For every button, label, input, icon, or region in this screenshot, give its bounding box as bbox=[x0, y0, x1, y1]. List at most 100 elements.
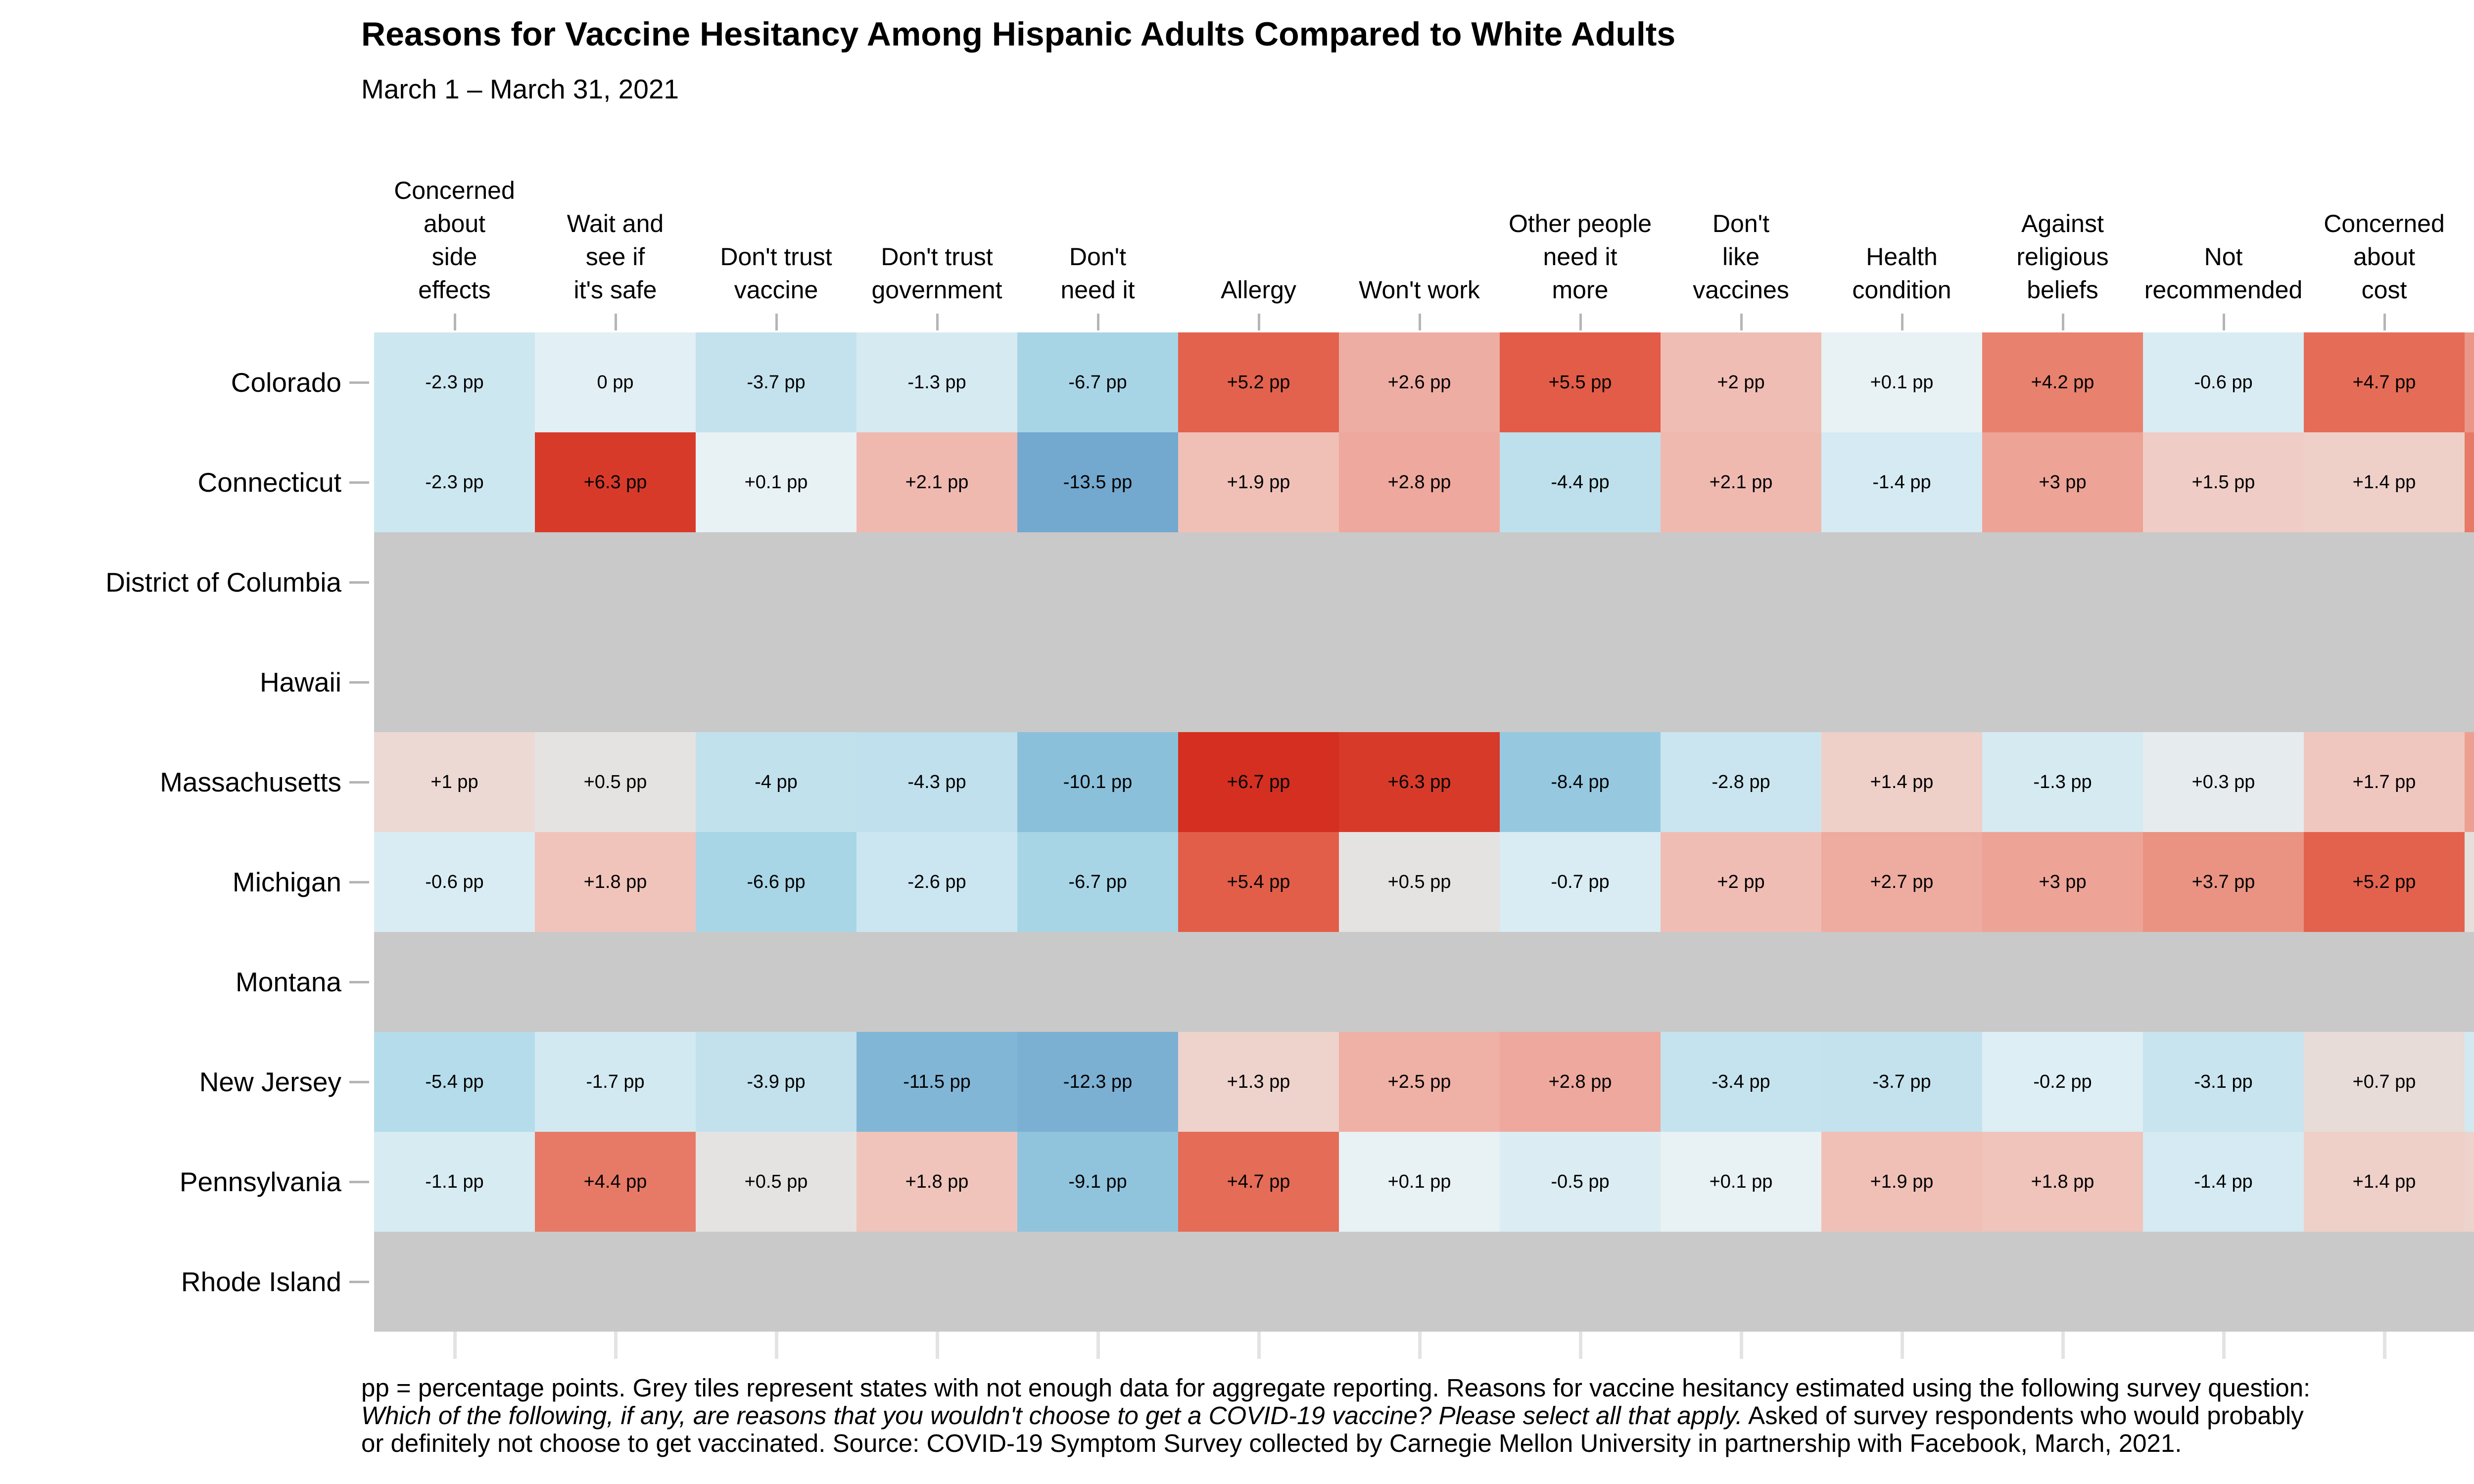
column-header: Won't work bbox=[1339, 139, 1500, 307]
heatmap-cell: +2 pp bbox=[1661, 832, 1821, 932]
column-header-line: effects bbox=[418, 276, 491, 304]
column-header: Concerned about side effects bbox=[374, 139, 535, 307]
footnote-line-3: or definitely not choose to get vaccinat… bbox=[361, 1429, 2182, 1457]
heatmap-cell: -4.3 pp bbox=[856, 732, 1017, 832]
column-header-line: recommended bbox=[2144, 276, 2303, 304]
column-header: Don't like vaccines bbox=[1661, 139, 1821, 307]
left-axis-tick bbox=[349, 781, 369, 784]
heatmap-cell: -1.4 pp bbox=[1821, 432, 1982, 532]
no-data-row bbox=[374, 1232, 2474, 1332]
heatmap-cell: +1.4 pp bbox=[2304, 1132, 2465, 1232]
heatmap-cell: +3 pp bbox=[1982, 832, 2143, 932]
column-header-line: cost bbox=[2361, 276, 2407, 304]
no-data-row bbox=[374, 632, 2474, 732]
heatmap-row: +1 pp +0.5 pp -4 pp -4.3 pp -10.1 pp +6.7 pp +… bbox=[374, 732, 2474, 832]
heatmap-cell: +0.6 pp bbox=[2465, 832, 2474, 932]
column-header-line: Not bbox=[2204, 243, 2243, 271]
bottom-gridline-stub bbox=[1096, 1332, 1100, 1359]
column-header-line: it's safe bbox=[573, 276, 657, 304]
bottom-gridline-stub bbox=[453, 1332, 457, 1359]
top-axis-tick bbox=[2061, 314, 2064, 330]
heatmap-cell: +2.7 pp bbox=[1821, 832, 1982, 932]
heatmap-cell: -6.6 pp bbox=[696, 832, 856, 932]
column-header-line: about bbox=[423, 210, 486, 237]
row-label: Michigan bbox=[232, 866, 341, 897]
heatmap-cell: +6.3 pp bbox=[535, 432, 696, 532]
bottom-gridline-stub bbox=[1900, 1332, 1904, 1359]
column-header-line: like bbox=[1722, 243, 1760, 271]
heatmap-cell: +5.5 pp bbox=[1500, 332, 1661, 432]
column-header-line: condition bbox=[1852, 276, 1951, 304]
heatmap-cell: +4.7 pp bbox=[1178, 1132, 1339, 1232]
bottom-gridline-stub bbox=[2061, 1332, 2065, 1359]
heatmap-row bbox=[374, 1232, 2474, 1332]
heatmap-cell: -0.2 pp bbox=[1982, 1032, 2143, 1132]
heatmap-cell: -2.6 pp bbox=[856, 832, 1017, 932]
left-axis-tick bbox=[349, 381, 369, 384]
heatmap-cell: +0.3 pp bbox=[2143, 732, 2304, 832]
heatmap-cell: -3.4 pp bbox=[1661, 1032, 1821, 1132]
heatmap-cell: +0.5 pp bbox=[535, 732, 696, 832]
row-label: Hawaii bbox=[259, 666, 341, 697]
heatmap-row: -1.1 pp +4.4 pp +0.5 pp +1.8 pp -9.1 pp +4.7 … bbox=[374, 1132, 2474, 1232]
top-axis-tick bbox=[2383, 314, 2386, 330]
heatmap-cell: +1 pp bbox=[374, 732, 535, 832]
top-axis-tick bbox=[453, 314, 456, 330]
heatmap-cell: +5.2 pp bbox=[1178, 332, 1339, 432]
heatmap-row: -5.4 pp -1.7 pp -3.9 pp -11.5 pp -12.3 pp +1.… bbox=[374, 1032, 2474, 1132]
column-header-line: Don't trust bbox=[720, 243, 832, 271]
left-axis-tick bbox=[349, 481, 369, 484]
heatmap-cell: -1.3 pp bbox=[856, 332, 1017, 432]
heatmap-cell: -0.5 pp bbox=[1500, 1132, 1661, 1232]
heatmap-cell: +2.6 pp bbox=[1339, 332, 1500, 432]
column-header-line: Against bbox=[2021, 210, 2104, 237]
top-axis-tick bbox=[775, 314, 778, 330]
column-header: Concerned about cost bbox=[2304, 139, 2465, 307]
heatmap-cell: -10.1 pp bbox=[1017, 732, 1178, 832]
left-axis-tick bbox=[349, 881, 369, 883]
heatmap-cell: +1.8 pp bbox=[1982, 1132, 2143, 1232]
heatmap-cell: +6.7 pp bbox=[1178, 732, 1339, 832]
footnote-line-2: Which of the following, if any, are reas… bbox=[361, 1402, 2310, 1430]
top-axis-tick bbox=[1096, 314, 1099, 330]
column-header: Other people need it more bbox=[1500, 139, 1661, 307]
left-axis-tick bbox=[349, 1181, 369, 1183]
heatmap-cell: -3.7 pp bbox=[1821, 1032, 1982, 1132]
column-header-line: side bbox=[431, 243, 477, 271]
heatmap-cell: +4.4 pp bbox=[2465, 432, 2474, 532]
heatmap-cell: -6.7 pp bbox=[1017, 332, 1178, 432]
heatmap-cell: +2.1 pp bbox=[856, 432, 1017, 532]
bottom-gridline-stub bbox=[1578, 1332, 1582, 1359]
heatmap-cell: -3.7 pp bbox=[696, 332, 856, 432]
heatmap-row: -2.3 pp +6.3 pp +0.1 pp +2.1 pp -13.5 pp +1.9… bbox=[374, 432, 2474, 532]
heatmap-cell: +3.1 pp bbox=[2465, 732, 2474, 832]
footnote-survey-question: Which of the following, if any, are reas… bbox=[361, 1401, 1743, 1430]
heatmap-cell: -4.4 pp bbox=[1500, 432, 1661, 532]
heatmap-cell: +5.2 pp bbox=[2304, 832, 2465, 932]
bottom-gridline-stub bbox=[935, 1332, 939, 1359]
heatmap-cell: 0 pp bbox=[535, 332, 696, 432]
heatmap-cell: +2.8 pp bbox=[1500, 1032, 1661, 1132]
heatmap-cell: -1.1 pp bbox=[374, 1132, 535, 1232]
heatmap-cell: +0.1 pp bbox=[1339, 1132, 1500, 1232]
bottom-gridline-stub bbox=[774, 1332, 778, 1359]
row-label: New Jersey bbox=[199, 1066, 341, 1097]
heatmap-cell: -4 pp bbox=[696, 732, 856, 832]
chart-title: Reasons for Vaccine Hesitancy Among Hisp… bbox=[361, 15, 1676, 53]
column-header: Not recommended bbox=[2143, 139, 2304, 307]
heatmap-cell: +3.7 pp bbox=[2143, 832, 2304, 932]
row-label: District of Columbia bbox=[105, 566, 341, 598]
heatmap-cell: +0.1 pp bbox=[1661, 1132, 1821, 1232]
top-axis-tick bbox=[614, 314, 617, 330]
heatmap-cell: +4.7 pp bbox=[2304, 332, 2465, 432]
row-label: Rhode Island bbox=[181, 1266, 341, 1297]
heatmap-cell: -0.6 pp bbox=[2143, 332, 2304, 432]
row-label: Colorado bbox=[231, 367, 341, 398]
heatmap-cell: -6.7 pp bbox=[1017, 832, 1178, 932]
top-axis-tick bbox=[1418, 314, 1421, 330]
column-header-line: vaccines bbox=[1693, 276, 1789, 304]
heatmap-cell: -11.5 pp bbox=[856, 1032, 1017, 1132]
heatmap-cell: +6.3 pp bbox=[1339, 732, 1500, 832]
column-header-line: need it bbox=[1060, 276, 1135, 304]
footnote-line-2-rest: Asked of survey respondents who would pr… bbox=[1742, 1401, 2304, 1430]
